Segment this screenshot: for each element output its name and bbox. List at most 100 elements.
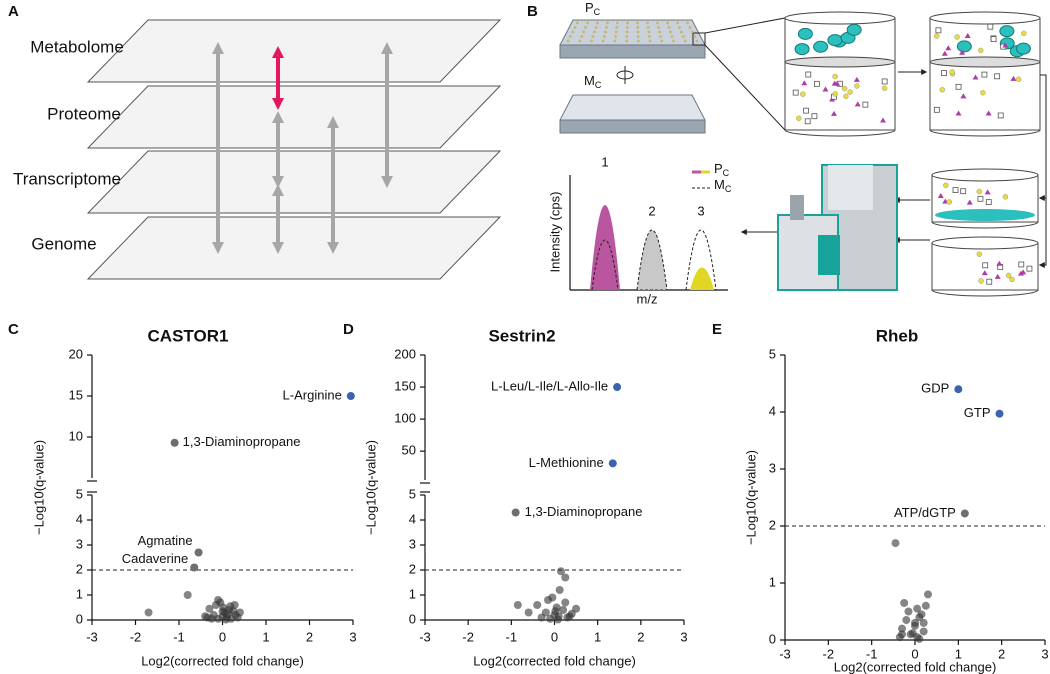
molecule — [972, 74, 979, 80]
molecule — [1018, 261, 1025, 268]
data-point — [524, 608, 533, 617]
molecule — [811, 113, 818, 120]
label-main: P — [585, 0, 594, 15]
data-point — [924, 590, 932, 599]
molecule — [843, 93, 849, 100]
label-sub: C — [595, 80, 602, 90]
vessel-base — [784, 129, 896, 137]
x-tick-label: 1 — [262, 629, 269, 644]
molecule — [990, 36, 997, 43]
well — [569, 35, 572, 38]
x-tick-label: -3 — [86, 629, 98, 644]
y-tick-label: 15 — [69, 387, 83, 402]
molecule — [1005, 272, 1012, 279]
data-point — [201, 612, 210, 621]
well — [676, 21, 679, 25]
molecule — [994, 73, 1001, 80]
data-point — [613, 383, 622, 392]
y-tick-label: 4 — [76, 511, 83, 526]
label-main: M — [584, 73, 595, 88]
label-main: P — [714, 161, 723, 176]
well — [681, 35, 685, 38]
data-point — [194, 548, 203, 557]
data-point — [214, 596, 223, 604]
y-tick-label: 3 — [409, 536, 416, 551]
data-point — [561, 598, 570, 607]
y-tick-label: 4 — [409, 511, 416, 526]
peak — [685, 229, 717, 291]
molecule — [800, 91, 806, 97]
point-label: Cadaverine — [122, 551, 189, 566]
data-point — [218, 607, 227, 616]
data-point — [891, 539, 900, 548]
cylinders — [784, 11, 1041, 297]
molecule — [804, 118, 811, 125]
well — [566, 39, 570, 43]
well — [582, 30, 586, 34]
x-tick-label: 3 — [1041, 646, 1048, 661]
x-tick-label: -1 — [866, 646, 878, 661]
label-sub: C — [725, 184, 732, 194]
well — [625, 30, 629, 34]
panel-label: C — [8, 321, 19, 338]
y-tick-label: 1 — [76, 586, 83, 601]
peak-label: 3 — [697, 203, 704, 218]
data-point — [559, 606, 568, 614]
label-sub: C — [594, 7, 601, 17]
molecule — [960, 188, 967, 195]
x-tick-label: -1 — [173, 629, 185, 644]
panel-label: E — [712, 321, 722, 338]
layer-planes — [86, 19, 502, 280]
x-tick-label: 2 — [637, 629, 644, 644]
molecule — [1010, 75, 1017, 81]
well — [667, 26, 671, 29]
plane — [86, 19, 502, 83]
data-point — [608, 459, 617, 468]
data-point — [572, 604, 581, 613]
point-label: L-Leu/L-Ile/L-Allo-Ile — [491, 378, 608, 393]
well — [658, 30, 662, 34]
well — [693, 35, 696, 38]
y-axis-label: −Log10(q-value) — [363, 440, 378, 535]
chart-title: Sestrin2 — [488, 326, 555, 345]
well — [614, 30, 618, 34]
data-point — [221, 615, 230, 624]
plate-label: MC — [584, 73, 602, 90]
x-axis-label: Log2(corrected fold change) — [834, 659, 997, 674]
molecule — [984, 189, 991, 195]
peak — [690, 267, 714, 290]
molecule — [1002, 194, 1009, 200]
vessel-base — [931, 289, 1039, 297]
molecule — [987, 23, 994, 30]
well — [648, 35, 651, 38]
data-point — [556, 567, 565, 576]
protein — [1015, 42, 1031, 55]
well — [601, 39, 605, 43]
y-tick-label: 3 — [76, 536, 83, 551]
molecule — [946, 199, 953, 205]
molecule — [1002, 42, 1009, 48]
data-point — [898, 624, 906, 633]
molecule — [880, 117, 887, 123]
well — [636, 26, 640, 29]
well — [626, 21, 629, 25]
y-tick-label: 150 — [394, 378, 416, 393]
molecule — [834, 80, 841, 86]
molecule — [964, 33, 971, 39]
bracket — [1040, 74, 1047, 266]
molecule — [955, 83, 962, 90]
data-point — [913, 604, 922, 613]
x-axis-label: Log2(corrected fold change) — [473, 653, 636, 668]
well — [613, 39, 617, 43]
molecule — [792, 89, 799, 96]
data-point — [207, 614, 216, 623]
well — [636, 35, 640, 38]
molecule — [977, 47, 984, 54]
well — [625, 35, 629, 38]
chart-title: CASTOR1 — [148, 326, 229, 345]
zoom-line — [704, 44, 786, 131]
point-label: GDP — [921, 381, 949, 396]
molecule — [805, 71, 812, 78]
point-label: GTP — [964, 405, 991, 420]
